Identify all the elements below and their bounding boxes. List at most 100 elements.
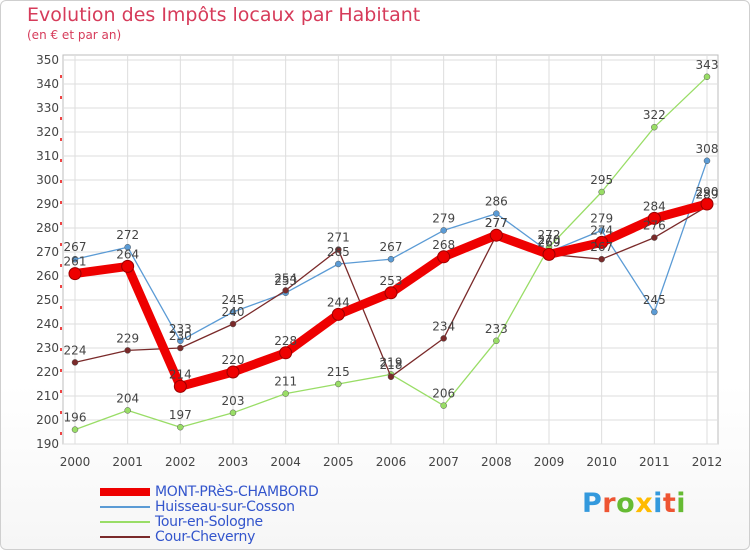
legend-label: Cour-Cheverny (155, 529, 256, 545)
data-label: 253 (274, 274, 297, 288)
legend-label: Huisseau-sur-Cosson (155, 499, 295, 515)
x-tick-label: 2000 (60, 455, 91, 469)
data-point (440, 227, 447, 234)
chart-subtitle: (en € et par an) (27, 28, 122, 42)
data-point (71, 426, 79, 433)
data-point (229, 320, 237, 328)
data-label: 229 (116, 331, 139, 345)
data-label: 272 (116, 228, 139, 242)
data-point (177, 337, 184, 345)
data-point (71, 359, 79, 366)
data-label: 254 (274, 271, 297, 285)
data-point (437, 250, 451, 264)
data-point (440, 335, 447, 342)
data-label: 230 (169, 329, 192, 343)
data-point (173, 379, 187, 393)
x-tick-label: 2011 (639, 455, 670, 469)
data-label: 277 (485, 216, 508, 230)
data-point (71, 255, 79, 263)
logo-letter: o (616, 488, 636, 519)
y-tick-label: 220 (36, 365, 59, 379)
x-tick-label: 2001 (112, 455, 143, 469)
data-point (598, 227, 605, 234)
data-point (229, 409, 237, 417)
data-point (226, 365, 240, 379)
data-label: 277 (485, 216, 508, 230)
data-label: 267 (64, 240, 87, 254)
y-tick-label: 350 (36, 53, 59, 67)
logo-letter: i (653, 488, 663, 519)
legend-swatch (100, 521, 150, 523)
data-label: 308 (696, 142, 719, 156)
data-point (387, 255, 395, 263)
data-label: 234 (432, 319, 455, 333)
data-label: 268 (432, 238, 455, 252)
data-point (279, 346, 293, 360)
data-point (177, 423, 184, 431)
data-point (331, 307, 345, 321)
data-label: 233 (485, 322, 508, 336)
data-label: 265 (327, 245, 350, 259)
data-label: 218 (380, 358, 403, 372)
data-point (282, 287, 289, 294)
data-label: 276 (643, 219, 666, 233)
data-point (493, 337, 500, 345)
y-tick-label: 200 (36, 413, 59, 427)
data-label: 279 (590, 211, 613, 225)
data-point (124, 407, 131, 414)
data-label: 289 (696, 187, 719, 201)
data-point (68, 267, 82, 281)
data-point (335, 380, 342, 388)
data-label: 197 (169, 408, 192, 422)
data-point (121, 259, 135, 273)
data-point (703, 157, 711, 165)
y-tick-label: 280 (36, 221, 59, 235)
legend-swatch (100, 488, 150, 496)
data-label: 240 (222, 305, 245, 319)
data-point (595, 235, 609, 249)
data-label: 269 (538, 235, 561, 249)
data-label: 196 (64, 411, 87, 425)
data-point (177, 344, 184, 352)
y-tick-label: 250 (36, 293, 59, 307)
data-label: 224 (64, 343, 87, 357)
data-label: 264 (116, 247, 139, 261)
y-tick-label: 260 (36, 269, 59, 283)
legend-swatch (100, 506, 150, 508)
chart-title: Evolution des Impôts locaux par Habitant (27, 4, 421, 26)
x-tick-label: 2005 (323, 455, 354, 469)
data-label: 214 (169, 367, 192, 381)
y-tick-label: 310 (36, 149, 59, 163)
logo-letter: t (662, 488, 677, 519)
data-label: 220 (222, 353, 245, 367)
data-label: 203 (222, 394, 245, 408)
data-label: 322 (643, 108, 666, 122)
data-point (647, 211, 661, 225)
data-point (598, 255, 605, 263)
y-tick-label: 320 (36, 125, 59, 139)
data-label: 206 (432, 387, 455, 401)
x-tick-label: 2012 (692, 455, 723, 469)
data-label: 267 (590, 240, 613, 254)
x-tick-label: 2009 (534, 455, 565, 469)
data-label: 245 (643, 293, 666, 307)
x-tick-label: 2006 (376, 455, 407, 469)
data-point (335, 260, 342, 268)
data-point (440, 402, 447, 409)
data-label: 215 (327, 365, 350, 379)
data-label: 290 (696, 185, 719, 199)
y-tick-label: 340 (36, 77, 59, 91)
y-tick-label: 240 (36, 317, 59, 331)
y-tick-label: 190 (36, 437, 59, 451)
data-label: 211 (274, 375, 297, 389)
data-point (387, 373, 395, 381)
data-point (700, 197, 714, 211)
x-tick-label: 2004 (270, 455, 301, 469)
data-point (651, 308, 658, 316)
data-label: 295 (590, 173, 613, 187)
data-label: 272 (538, 228, 561, 242)
data-point (542, 247, 556, 261)
y-tick-label: 330 (36, 101, 59, 115)
data-label: 204 (116, 391, 139, 405)
logo-letter: P (582, 488, 603, 519)
